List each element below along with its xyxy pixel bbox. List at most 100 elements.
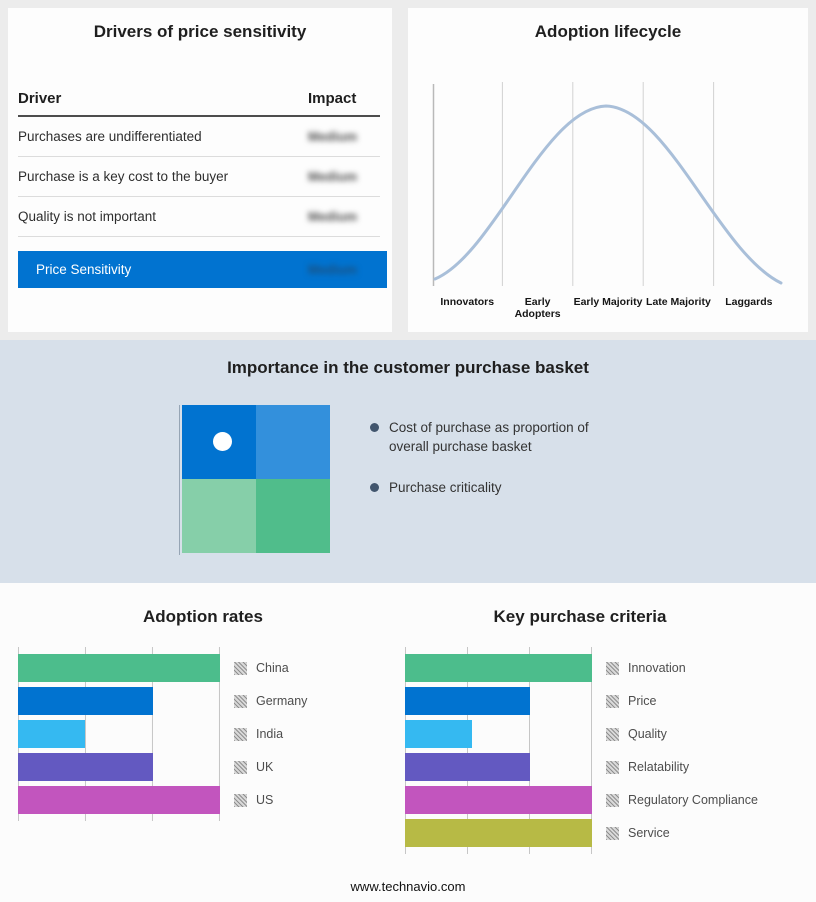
bar-row: Price bbox=[405, 687, 758, 715]
legend-item: India bbox=[234, 727, 283, 741]
legend-item: Price bbox=[606, 694, 656, 708]
stage-label: Late Majority bbox=[646, 296, 711, 308]
price-sensitivity-impact-blurred: Medium bbox=[308, 262, 358, 277]
bar-track bbox=[18, 687, 220, 715]
bar-row: Regulatory Compliance bbox=[405, 786, 758, 814]
legend-label: Relatability bbox=[628, 760, 690, 774]
impact-value-blurred: Medium bbox=[308, 129, 358, 144]
legend-item: Regulatory Compliance bbox=[606, 793, 758, 807]
lifecycle-stage-labels: Innovators Early Adopters Early Majority La… bbox=[432, 296, 784, 320]
legend-swatch-icon bbox=[606, 793, 619, 807]
stage-label: Innovators bbox=[440, 296, 495, 308]
drivers-table-body: Purchases are undifferentiated Medium Purc… bbox=[18, 117, 380, 237]
key-purchase-criteria-title: Key purchase criteria bbox=[493, 607, 667, 626]
price-sensitivity-highlight-row: Price Sensitivity Medium bbox=[18, 251, 387, 288]
driver-row: Purchase is a key cost to the buyer Mediu… bbox=[18, 157, 380, 197]
legend-swatch-icon bbox=[234, 760, 247, 774]
position-marker-dot bbox=[213, 432, 232, 451]
lifecycle-panel-title: Adoption lifecycle bbox=[534, 22, 682, 41]
bar-innovation bbox=[405, 654, 592, 682]
legend-item: Relatability bbox=[606, 760, 689, 774]
legend-label: Service bbox=[628, 826, 670, 840]
bar-track bbox=[405, 819, 592, 847]
bottom-section: Adoption rates Key purchase criteria Chi… bbox=[0, 583, 816, 902]
purchase-basket-bullets: Cost of purchase as proportion of overal… bbox=[370, 418, 618, 519]
legend-label: UK bbox=[256, 760, 274, 774]
stage-label: Early Majority bbox=[573, 296, 643, 308]
bar-row: Innovation bbox=[405, 654, 758, 682]
legend-label: US bbox=[256, 793, 274, 807]
key-purchase-criteria-chart: Innovation Price Quality Relatability Regula… bbox=[405, 647, 758, 854]
bar-track bbox=[18, 786, 220, 814]
bar-india bbox=[18, 720, 85, 748]
legend-swatch-icon bbox=[606, 826, 619, 840]
legend-label: China bbox=[256, 661, 289, 675]
impact-value-blurred: Medium bbox=[308, 209, 358, 224]
footer-url: www.technavio.com bbox=[350, 879, 466, 894]
legend-swatch-icon bbox=[234, 793, 247, 807]
purchase-basket-title: Importance in the customer purchase bask… bbox=[227, 358, 589, 377]
bar-price bbox=[405, 687, 531, 715]
legend-label: Germany bbox=[256, 694, 308, 708]
legend-item: UK bbox=[234, 760, 273, 774]
adoption-rates-title: Adoption rates bbox=[143, 607, 263, 626]
drivers-table: Driver Impact Purchases are undifferenti… bbox=[18, 90, 380, 237]
drivers-panel: Drivers of price sensitivity Driver Impa… bbox=[8, 8, 392, 332]
impact-value-blurred: Medium bbox=[308, 169, 358, 184]
bar-track bbox=[405, 786, 592, 814]
driver-row: Purchases are undifferentiated Medium bbox=[18, 117, 380, 157]
stage-label: Early Adopters bbox=[514, 296, 561, 320]
legend-label: Regulatory Compliance bbox=[628, 793, 758, 807]
legend-swatch-icon bbox=[234, 661, 247, 675]
bar-china bbox=[18, 654, 220, 682]
drivers-table-header: Driver Impact bbox=[18, 90, 380, 117]
bar-track bbox=[18, 753, 220, 781]
bar-relatability bbox=[405, 753, 531, 781]
lifecycle-curve-plot bbox=[432, 82, 783, 286]
legend-item: Germany bbox=[234, 694, 307, 708]
basket-bullet-item: Cost of purchase as proportion of overal… bbox=[370, 418, 618, 456]
basket-bullet-item: Purchase criticality bbox=[370, 478, 618, 497]
legend-label: Price bbox=[628, 694, 657, 708]
bar-quality bbox=[405, 720, 473, 748]
impact-column-header: Impact bbox=[308, 90, 357, 107]
legend-item: Quality bbox=[606, 727, 667, 741]
bar-germany bbox=[18, 687, 154, 715]
bar-row: Relatability bbox=[405, 753, 758, 781]
quadrant-bottom-left bbox=[182, 479, 256, 553]
legend-swatch-icon bbox=[234, 694, 247, 708]
bar-service bbox=[405, 819, 592, 847]
bar-row: Germany bbox=[18, 687, 307, 715]
purchase-basket-section: Importance in the customer purchase bask… bbox=[0, 340, 816, 583]
bar-track bbox=[405, 654, 592, 682]
adoption-rates-chart: China Germany India UK US bbox=[18, 647, 307, 821]
legend-label: India bbox=[256, 727, 284, 741]
bar-track bbox=[18, 720, 220, 748]
bar-uk bbox=[18, 753, 154, 781]
driver-label: Purchases are undifferentiated bbox=[18, 129, 202, 144]
driver-label: Purchase is a key cost to the buyer bbox=[18, 169, 229, 184]
legend-swatch-icon bbox=[234, 727, 247, 741]
bell-curve-line bbox=[433, 104, 783, 285]
bar-track bbox=[405, 753, 592, 781]
top-section: Drivers of price sensitivity Driver Impa… bbox=[0, 0, 816, 340]
driver-label: Quality is not important bbox=[18, 209, 157, 224]
legend-swatch-icon bbox=[606, 694, 619, 708]
legend-swatch-icon bbox=[606, 661, 619, 675]
legend-label: Innovation bbox=[628, 661, 686, 675]
legend-swatch-icon bbox=[606, 760, 619, 774]
quadrant-bottom-right bbox=[256, 479, 330, 553]
legend-swatch-icon bbox=[606, 727, 619, 741]
quadrant-top-right bbox=[256, 405, 330, 479]
lifecycle-panel: Adoption lifecycle Innovators Early Adopt… bbox=[408, 8, 808, 332]
legend-item: Innovation bbox=[606, 661, 686, 675]
bar-regulatory-compliance bbox=[405, 786, 592, 814]
bar-us bbox=[18, 786, 220, 814]
legend-item: Service bbox=[606, 826, 670, 840]
bar-row: India bbox=[18, 720, 307, 748]
bar-row: US bbox=[18, 786, 307, 814]
lifecycle-chart: Innovators Early Adopters Early Majority La… bbox=[432, 82, 784, 320]
stage-label: Laggards bbox=[725, 296, 773, 308]
driver-column-header: Driver bbox=[18, 90, 62, 107]
bar-row: UK bbox=[18, 753, 307, 781]
